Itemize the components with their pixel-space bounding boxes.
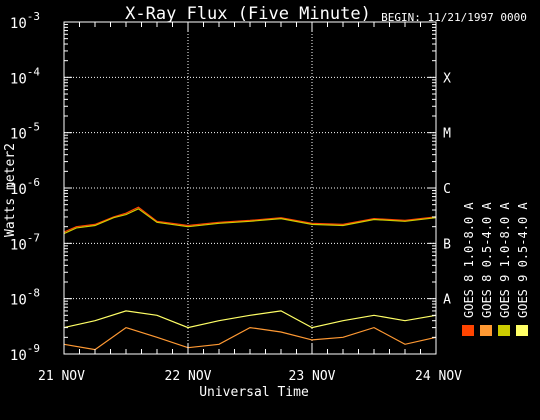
y-tick-label: 10-3 — [10, 10, 40, 32]
legend-swatch — [480, 325, 492, 336]
flare-class-label: X — [443, 71, 451, 86]
begin-label: BEGIN: 11/21/1997 0000 — [381, 11, 527, 24]
legend-label: GOES 9 0.5-4.0 A — [516, 202, 530, 318]
legend: GOES 8 1.0-8.0 A GOES 8 0.5-4.0 A GOES 9 1… — [462, 202, 530, 336]
gridlines — [64, 22, 436, 354]
x-tick-label: 24 NOV — [415, 369, 462, 384]
x-tick-label: 21 NOV — [38, 369, 85, 384]
axis-ticks — [63, 21, 437, 355]
series-line-2 — [63, 326, 437, 351]
flare-class-label: C — [443, 182, 451, 197]
series-lines — [63, 206, 437, 351]
flare-class-label: B — [443, 237, 451, 252]
chart-title: X-Ray Flux (Five Minute) — [125, 4, 371, 24]
y-tick-label: 10-8 — [10, 287, 40, 309]
series-line-4 — [63, 310, 437, 329]
y-tick-label: 10-4 — [10, 65, 40, 87]
series-line-3 — [63, 208, 437, 235]
y-tick-label: 10-9 — [10, 342, 40, 364]
legend-swatch — [516, 325, 528, 336]
series-line-1 — [63, 206, 437, 233]
legend-label: GOES 8 1.0-8.0 A — [462, 202, 476, 318]
flare-class-label: A — [443, 293, 451, 308]
flare-class-label: M — [443, 127, 451, 142]
x-tick-label: 23 NOV — [289, 369, 336, 384]
legend-label: GOES 8 0.5-4.0 A — [480, 202, 494, 318]
y-axis-label: Watts meter2 — [3, 143, 18, 237]
legend-swatch — [462, 325, 474, 336]
x-axis-label: Universal Time — [199, 385, 309, 400]
legend-swatch — [498, 325, 510, 336]
y-tick-label: 10-5 — [10, 121, 40, 143]
legend-label: GOES 9 1.0-8.0 A — [498, 202, 512, 318]
tick-labels: 10-910-810-710-610-510-410-321 NOV 22 NOV… — [10, 10, 462, 384]
x-tick-label: 22 NOV — [165, 369, 212, 384]
